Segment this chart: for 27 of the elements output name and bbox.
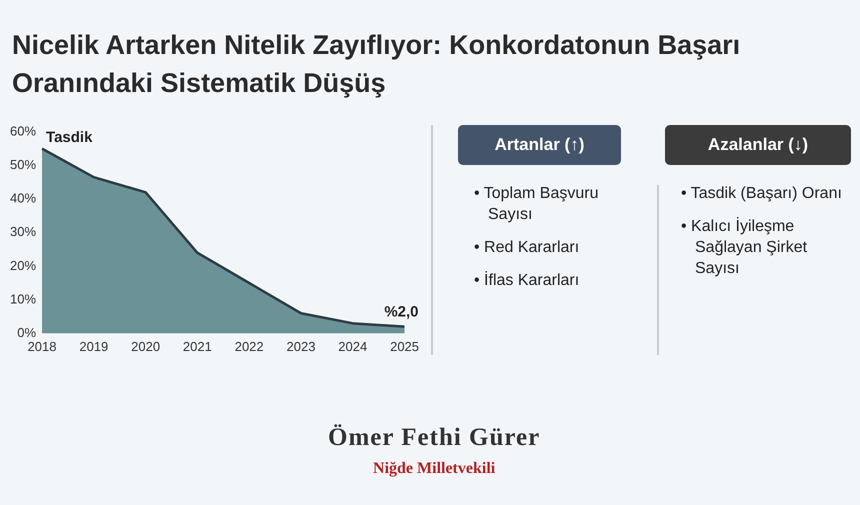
text: • İflas Kararları <box>474 270 580 291</box>
x-tick-label: 2020 <box>131 338 160 354</box>
y-tick-label: 40% <box>10 190 36 206</box>
series-label: Tasdik <box>46 128 94 146</box>
text: Azalanlar (↓) <box>665 125 851 165</box>
x-tick-label: 2019 <box>79 338 108 354</box>
x-tick-label: 2025 <box>390 338 419 354</box>
text: Artanlar (↑) <box>458 125 621 165</box>
text: • Red Kararları <box>474 238 580 258</box>
text: Ömer Fethi Gürer <box>328 424 540 452</box>
x-tick-label: 2023 <box>286 338 316 354</box>
annotation: %2,0 <box>384 304 419 321</box>
y-tick-label: 20% <box>10 258 36 273</box>
x-tick-label: 2021 <box>182 338 212 354</box>
text: • Kalıcı İyileşme Sağlayan Şirket Sayısı <box>681 216 808 279</box>
text: • Tasdik (Başarı) Oranı <box>681 184 843 204</box>
y-tick-label: 30% <box>10 224 36 240</box>
y-tick-label: 50% <box>10 156 36 172</box>
text: • Toplam Başvuru Sayısı <box>474 184 600 225</box>
text: Niğde Milletvekili <box>372 460 496 478</box>
x-tick-label: 2018 <box>28 338 56 354</box>
chart-title: Nicelik Artarken Nitelik Zayıflıyor: Konkordatonun Başarı Oranındaki Sistematik Düşüş <box>12 29 742 100</box>
x-tick-label: 2022 <box>234 338 264 354</box>
x-tick-label: 2024 <box>338 338 368 354</box>
y-tick-label: 0% <box>17 324 36 340</box>
y-tick-label: 10% <box>10 291 36 306</box>
y-tick-label: 60% <box>10 123 36 138</box>
